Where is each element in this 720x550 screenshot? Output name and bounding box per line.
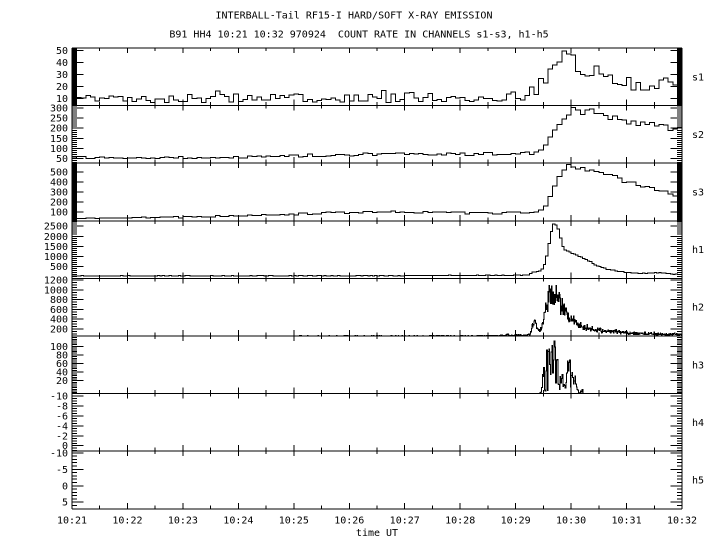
panel-s1-y-tick-label: 10 [56,94,68,105]
x-tick-label: 10:21 [57,516,87,527]
x-tick-label: 10:27 [390,516,420,527]
panel-s3-y-tick-label: 200 [50,198,68,209]
panel-h3-y-tick-label: 60 [56,359,68,370]
panel-s1-y-tick-label: 30 [56,70,68,81]
panel-h2-y-tick-label: 800 [50,295,68,306]
channel-label-s3: s3 [692,188,704,199]
panel-h3-y-tick-label: 20 [56,376,68,387]
panel-s3-y-tick-label: 400 [50,178,68,189]
x-tick-label: 10:31 [611,516,641,527]
panel-h2-y-tick-label: 200 [50,324,68,335]
panel-s1-y-tick-label: 40 [56,58,68,69]
panel-h4-y-tick-label: -2 [56,431,68,442]
channel-label-s1: s1 [692,72,704,83]
panel-s3-y-tick-label: 100 [50,208,68,219]
panel-s2-y-tick-label: 50 [56,154,68,165]
x-tick-label: 10:25 [279,516,309,527]
x-tick-label: 10:26 [334,516,364,527]
panel-s2-y-tick-label: 250 [50,114,68,125]
panel-h4-y-tick-label: -8 [56,402,68,413]
channel-label-h3: h3 [692,360,704,371]
panel-h3-y-tick-label: 100 [50,342,68,353]
channel-label-h1: h1 [692,245,704,256]
panel-s3-trace [72,164,682,220]
x-tick-label: 10:24 [223,516,253,527]
channel-label-h2: h2 [692,303,704,314]
panel-s3-y-tick-label: 300 [50,188,68,199]
panel-h1-y-tick-label: 1000 [44,252,68,263]
panel-h4-y-tick-label: -6 [56,411,68,422]
panel-s2-trace [72,106,682,160]
channel-label-s2: s2 [692,130,704,141]
panel-h2-y-tick-label: 1200 [44,276,68,287]
chart-title: INTERBALL-Tail RF15-I HARD/SOFT X-RAY EM… [216,11,493,22]
panel-s2-y-tick-label: 150 [50,134,68,145]
x-tick-label: 10:28 [445,516,475,527]
chart-subtitle: B91 HH4 10:21 10:32 970924 COUNT RATE IN… [169,30,548,41]
panel-h3-y-tick-label: 80 [56,350,68,361]
x-tick-label: 10:30 [556,516,586,527]
x-tick-label: 10:22 [112,516,142,527]
panel-h5-y-tick-label: -5 [56,465,68,476]
panel-h5-y-tick-label: -10 [50,448,68,459]
x-axis-label: time UT [356,528,398,539]
panel-h2-y-tick-label: 600 [50,305,68,316]
panel-s2-y-tick-label: 100 [50,144,68,155]
panel-h1-y-tick-label: 1500 [44,242,68,253]
panel-h2-y-tick-label: 1000 [44,285,68,296]
panel-h4-y-tick-label: 0 [62,441,68,452]
panel-h3-y-tick-label: 40 [56,368,68,379]
panel-s1-y-tick-label: 20 [56,82,68,93]
panel-s2-y-tick-label: 300 [50,104,68,115]
plot-area: 1020304050s150100150200250300s2100200300… [44,46,704,527]
panel-s1-y-tick-label: 50 [56,46,68,57]
panel-s2-y-tick-label: 200 [50,124,68,135]
panel-h5-y-tick-label: 5 [62,498,68,509]
panel-h2-y-tick-label: 400 [50,315,68,326]
panel-h1-trace [72,223,682,277]
panel-h1-y-tick-label: 500 [50,262,68,273]
panel-h4-y-tick-label: -4 [56,421,68,432]
panel-h4-y-tick-label: -10 [50,392,68,403]
channel-label-h4: h4 [692,418,704,429]
panel-h1-y-tick-label: 2000 [44,232,68,243]
channel-label-h5: h5 [692,476,704,487]
panel-h5-y-tick-label: 0 [62,481,68,492]
panel-s1-trace [72,50,682,104]
panel-h1-y-tick-label: 2500 [44,222,68,233]
x-tick-label: 10:23 [168,516,198,527]
panel-s3-y-tick-label: 500 [50,168,68,179]
panel-s1-left-minor-tick-bar [72,48,77,106]
panel-s1-right-minor-tick-bar [677,48,682,106]
x-tick-label: 10:32 [667,516,697,527]
x-tick-label: 10:29 [501,516,531,527]
